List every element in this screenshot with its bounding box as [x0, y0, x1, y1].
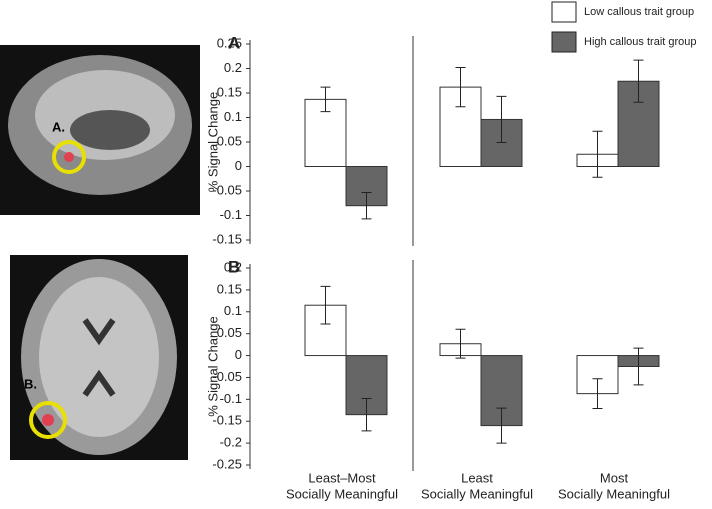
y-tick-label: 0.1 — [224, 109, 242, 124]
panel-label: B — [228, 257, 240, 276]
x-tick-label: Socially Meaningful — [558, 486, 670, 501]
error-bar — [592, 130, 603, 178]
brain-sagittal: A. — [0, 45, 200, 215]
y-tick-label: 0.15 — [217, 84, 242, 99]
y-axis-label: % Signal Change — [205, 92, 220, 192]
panel-label: A — [228, 33, 240, 52]
y-tick-label: -0.1 — [220, 391, 242, 406]
error-bar — [455, 328, 466, 359]
y-tick-label: 0.1 — [224, 303, 242, 318]
error-bar — [320, 86, 331, 113]
y-tick-label: -0.1 — [220, 207, 242, 222]
y-tick-label: 0.2 — [224, 60, 242, 75]
error-bar — [320, 285, 331, 325]
y-tick-label: -0.2 — [220, 435, 242, 450]
y-tick-label: 0.25 — [217, 35, 242, 50]
svg-text:B.: B. — [24, 376, 37, 391]
x-tick-label: Least–Most — [308, 470, 376, 485]
y-tick-label: 0.15 — [217, 281, 242, 296]
y-tick-label: 0.2 — [224, 259, 242, 274]
error-bar — [496, 95, 507, 143]
error-bar — [361, 191, 372, 220]
error-bar — [592, 378, 603, 410]
y-tick-label: 0 — [235, 347, 242, 362]
y-tick-label: 0.05 — [217, 325, 242, 340]
legend-label: Low callous trait group — [584, 6, 694, 18]
x-tick-label: Most — [600, 470, 629, 485]
error-bar — [361, 397, 372, 432]
y-tick-label: -0.25 — [212, 456, 242, 471]
y-axis-label: % Signal Change — [205, 316, 220, 416]
y-tick-label: 0 — [235, 158, 242, 173]
y-tick-label: -0.15 — [212, 413, 242, 428]
legend: Low callous trait group High callous tra… — [551, 1, 697, 53]
y-tick-label: -0.15 — [212, 231, 242, 246]
error-bar — [633, 347, 644, 386]
y-tick-label: -0.05 — [212, 182, 242, 197]
error-bar — [496, 407, 507, 444]
error-bar — [633, 59, 644, 103]
brain-axial: B. — [10, 255, 188, 460]
svg-text:A.: A. — [52, 119, 65, 134]
y-tick-label: -0.05 — [212, 369, 242, 384]
error-bar — [455, 67, 466, 108]
x-tick-label: Socially Meaningful — [286, 486, 398, 501]
legend-swatch — [551, 31, 577, 53]
x-tick-label: Least — [461, 470, 493, 485]
legend-swatch — [551, 1, 577, 23]
y-tick-label: 0.05 — [217, 133, 242, 148]
legend-label: High callous trait group — [584, 36, 697, 48]
x-tick-label: Socially Meaningful — [421, 486, 533, 501]
